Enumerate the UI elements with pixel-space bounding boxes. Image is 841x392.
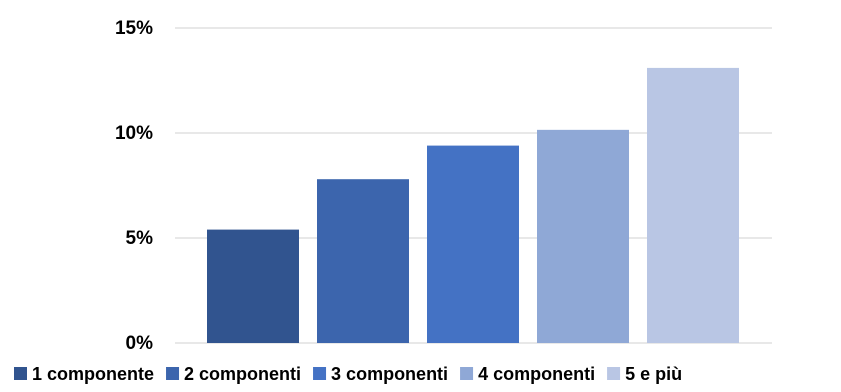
legend-swatch: [460, 367, 474, 380]
legend-label: 1 componente: [32, 364, 154, 384]
bar-4[interactable]: [537, 129, 629, 343]
legend-swatch: [14, 367, 27, 380]
legend-item[interactable]: 4 componenti: [460, 364, 595, 384]
y-tick-label: 10%: [115, 123, 153, 144]
bar-3[interactable]: [427, 145, 519, 343]
legend-item[interactable]: 5 e più: [607, 364, 682, 384]
legend-label: 3 componenti: [331, 364, 448, 384]
legend[interactable]: 1 componente 2 componenti 3 componenti 4 co…: [14, 364, 682, 384]
legend-swatch: [313, 367, 327, 380]
y-axis: 0% 5% 10% 15%: [115, 18, 153, 354]
legend-label: 4 componenti: [478, 364, 595, 384]
legend-swatch: [607, 367, 621, 380]
legend-label: 2 componenti: [184, 364, 301, 384]
bar-5[interactable]: [647, 67, 739, 344]
y-tick-label: 5%: [126, 228, 154, 249]
y-tick-label: 0%: [126, 333, 154, 354]
legend-item[interactable]: 2 componenti: [166, 364, 301, 384]
bars: [207, 67, 739, 344]
legend-swatch: [166, 367, 180, 380]
legend-item[interactable]: 3 componenti: [313, 364, 448, 384]
bar-1[interactable]: [207, 229, 299, 343]
legend-label: 5 e più: [625, 364, 682, 384]
y-tick-label: 15%: [115, 18, 153, 39]
legend-item[interactable]: 1 componente: [14, 364, 154, 384]
bar-2[interactable]: [317, 179, 409, 343]
